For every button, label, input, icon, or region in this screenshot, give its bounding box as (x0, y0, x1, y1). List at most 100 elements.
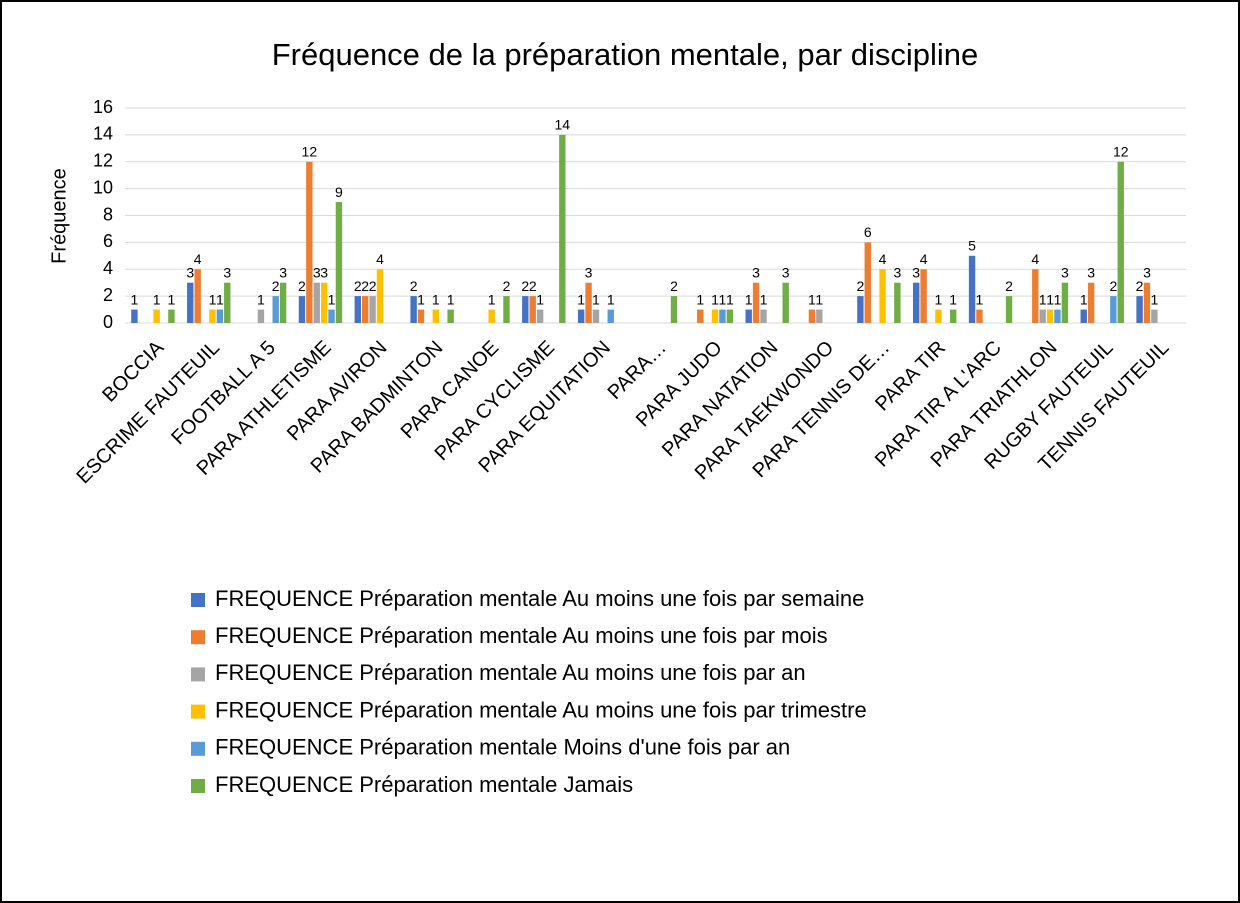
bar (559, 134, 566, 323)
data-label: 1 (719, 291, 727, 307)
data-label: 4 (376, 251, 384, 267)
y-tick-label: 12 (93, 151, 113, 171)
data-label: 1 (417, 291, 425, 307)
bar (950, 309, 957, 323)
bar (335, 202, 343, 323)
bar (1080, 309, 1087, 323)
bar (320, 282, 328, 323)
legend-swatch (191, 630, 205, 645)
data-label: 1 (935, 291, 943, 307)
data-label: 1 (536, 291, 544, 307)
data-label: 2 (410, 278, 418, 294)
data-label: 1 (131, 291, 139, 307)
bar (328, 309, 335, 323)
data-label: 2 (1136, 278, 1144, 294)
data-label: 1 (432, 291, 440, 307)
bar (1110, 296, 1117, 323)
y-tick-label: 6 (103, 231, 113, 251)
data-label: 4 (194, 251, 202, 267)
data-label: 1 (815, 291, 823, 307)
data-label: 1 (153, 291, 161, 307)
data-label: 2 (670, 278, 678, 294)
data-label: 1 (607, 291, 615, 307)
data-label: 3 (912, 264, 920, 280)
data-label: 3 (1143, 264, 1151, 280)
data-label: 2 (1109, 278, 1117, 294)
bar (187, 282, 194, 323)
data-label: 3 (1087, 264, 1095, 280)
data-label: 1 (488, 291, 496, 307)
data-label: 3 (320, 264, 328, 280)
data-label: 1 (1080, 291, 1088, 307)
legend-label: FREQUENCE Préparation mentale Jamais (215, 772, 633, 797)
bar (432, 309, 440, 323)
bar (745, 309, 752, 323)
bar (1054, 309, 1061, 323)
bar (1046, 309, 1054, 323)
data-label: 2 (1005, 278, 1013, 294)
bar (808, 309, 816, 323)
bar (879, 269, 886, 323)
bar (306, 161, 313, 323)
y-tick-label: 14 (93, 124, 113, 144)
data-label: 2 (529, 278, 537, 294)
bar (313, 282, 320, 323)
data-label: 1 (976, 291, 984, 307)
y-tick-label: 16 (93, 97, 113, 117)
data-label: 1 (1046, 291, 1054, 307)
bar (298, 296, 306, 323)
data-label: 3 (1061, 264, 1069, 280)
legend-swatch (191, 667, 205, 682)
data-label: 1 (168, 291, 176, 307)
y-tick-label: 8 (103, 204, 113, 224)
bar (585, 282, 592, 323)
data-label: 3 (752, 264, 760, 280)
bar (864, 242, 871, 323)
bar (968, 255, 976, 323)
data-label: 1 (1039, 291, 1047, 307)
bar (503, 296, 510, 323)
legend-label: FREQUENCE Préparation mentale Moins d'un… (215, 735, 790, 760)
bar (1136, 296, 1143, 323)
bar (529, 296, 536, 323)
bar (1032, 269, 1039, 323)
bar (711, 309, 719, 323)
data-label: 1 (577, 291, 585, 307)
data-label: 3 (313, 264, 321, 280)
bar (577, 309, 585, 323)
bar (670, 296, 678, 323)
data-label: 1 (1054, 291, 1062, 307)
bar (913, 282, 920, 323)
data-label: 2 (361, 278, 369, 294)
bar (522, 296, 529, 323)
data-label: 1 (209, 291, 217, 307)
data-label: 4 (1031, 251, 1039, 267)
bar (760, 309, 767, 323)
bar (376, 269, 384, 323)
data-label: 1 (447, 291, 455, 307)
bar (447, 309, 454, 323)
data-label: 2 (503, 278, 511, 294)
bar (257, 309, 265, 323)
data-label: 1 (696, 291, 704, 307)
data-label: 1 (1150, 291, 1158, 307)
bar (279, 282, 287, 323)
bar (354, 296, 361, 323)
data-label: 1 (760, 291, 768, 307)
data-label: 2 (272, 278, 280, 294)
chart-title: Fréquence de la préparation mentale, par… (272, 37, 979, 72)
bar (976, 309, 983, 323)
bar (697, 309, 704, 323)
y-tick-label: 10 (93, 177, 113, 197)
legend-label: FREQUENCE Préparation mentale Au moins u… (215, 697, 867, 722)
y-tick-label: 4 (103, 258, 113, 278)
data-label: 4 (920, 251, 928, 267)
legend-swatch (191, 593, 205, 607)
data-label: 2 (298, 278, 306, 294)
data-label: 4 (879, 251, 887, 267)
data-label: 3 (893, 264, 901, 280)
bar (816, 309, 823, 323)
data-label: 3 (279, 264, 287, 280)
bar (369, 296, 376, 323)
data-label: 1 (808, 291, 816, 307)
